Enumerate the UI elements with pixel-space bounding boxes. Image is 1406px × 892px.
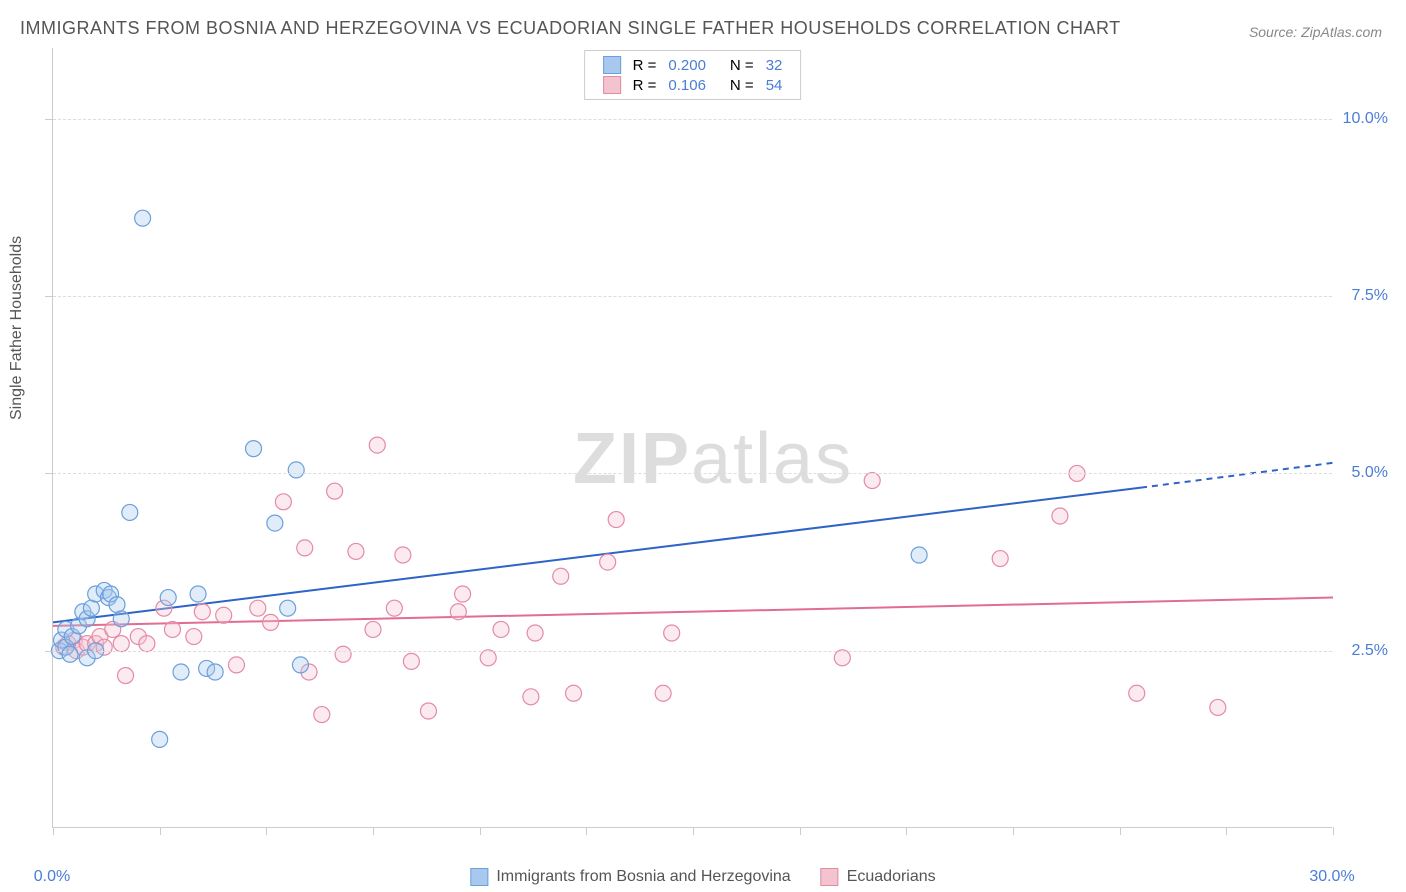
y-tick-label: 7.5%: [1352, 287, 1388, 305]
r-value-2: 0.106: [662, 75, 712, 95]
r-label-1: R =: [627, 55, 663, 75]
legend-row-series-2: R = 0.106 N = 54: [597, 75, 789, 95]
n-value-1: 32: [760, 55, 789, 75]
legend-row-series-1: R = 0.200 N = 32: [597, 55, 789, 75]
source-attribution: Source: ZipAtlas.com: [1249, 24, 1382, 40]
series-2-name: Ecuadorians: [847, 868, 936, 886]
chart-svg: [53, 48, 1332, 827]
y-tick-label: 5.0%: [1352, 464, 1388, 482]
series-1-name: Immigrants from Bosnia and Herzegovina: [496, 868, 790, 886]
n-label-1: N =: [724, 55, 760, 75]
legend-item-1: Immigrants from Bosnia and Herzegovina: [470, 868, 790, 886]
r-label-2: R =: [627, 75, 663, 95]
x-tick-label: 30.0%: [1309, 868, 1354, 886]
r-value-1: 0.200: [662, 55, 712, 75]
x-tick-label: 0.0%: [34, 868, 70, 886]
legend-swatch-blue-bottom: [470, 868, 488, 886]
y-tick-label: 2.5%: [1352, 642, 1388, 660]
legend-swatch-pink: [603, 76, 621, 94]
legend-item-2: Ecuadorians: [821, 868, 936, 886]
legend-swatch-blue: [603, 56, 621, 74]
y-tick-label: 10.0%: [1343, 110, 1388, 128]
chart-title: IMMIGRANTS FROM BOSNIA AND HERZEGOVINA V…: [20, 18, 1121, 39]
n-value-2: 54: [760, 75, 789, 95]
correlation-legend: R = 0.200 N = 32 R = 0.106 N = 54: [584, 50, 802, 100]
n-label-2: N =: [724, 75, 760, 95]
legend-swatch-pink-bottom: [821, 868, 839, 886]
plot-area: ZIPatlas R = 0.200 N = 32 R = 0.106 N = …: [52, 48, 1332, 828]
series-legend: Immigrants from Bosnia and Herzegovina E…: [470, 868, 935, 886]
y-axis-label: Single Father Households: [8, 236, 26, 420]
